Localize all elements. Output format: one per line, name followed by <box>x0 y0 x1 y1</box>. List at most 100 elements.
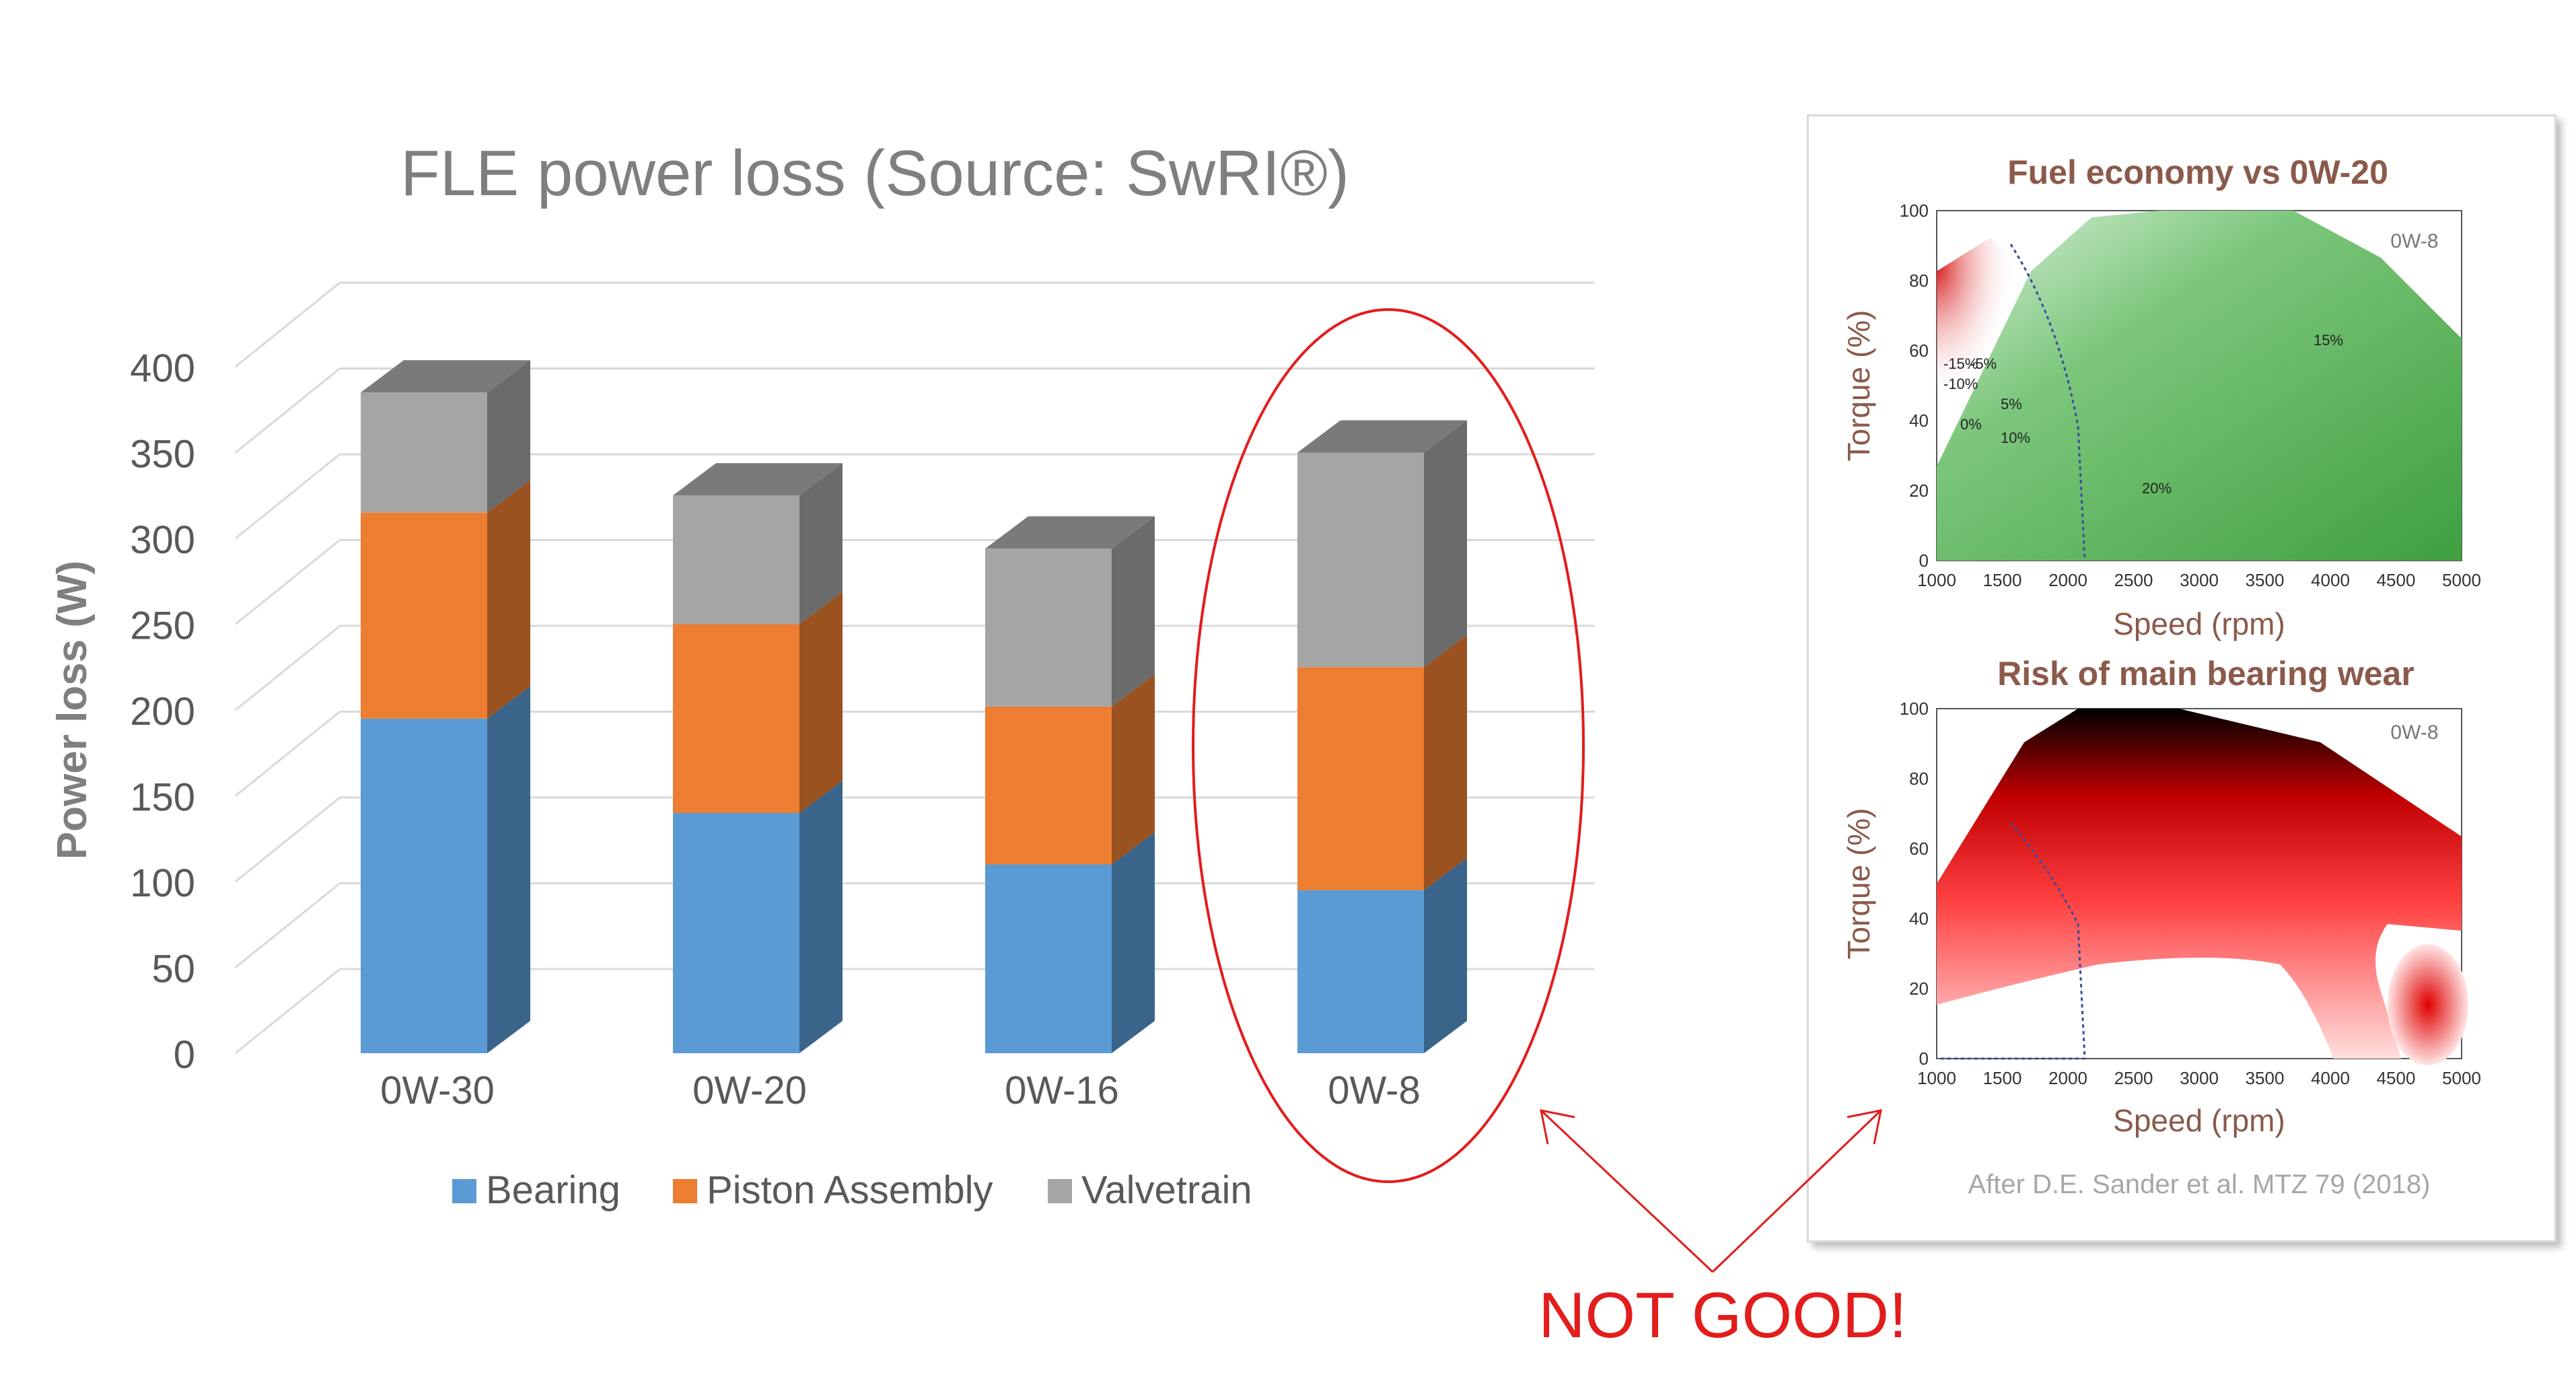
chart-title: FLE power loss (Source: SwRI®) <box>400 137 1349 209</box>
heat-y-tick: 80 <box>1909 271 1929 291</box>
legend-swatch <box>1048 1179 1072 1203</box>
gridline-diagonal <box>235 625 341 711</box>
bar-segment <box>1297 452 1424 668</box>
gridline-diagonal <box>235 281 341 368</box>
bar-segment-side <box>799 781 843 1053</box>
wear-red-spot <box>2388 944 2468 1065</box>
fuel-y-ticks: 0 20 40 60 80 100 <box>1900 201 1929 571</box>
x-tick-label: 0W-8 <box>1328 1069 1421 1112</box>
gridline-diagonal <box>235 539 341 625</box>
bar-top-face <box>1297 420 1467 453</box>
contour-label: -15% <box>1943 355 1978 372</box>
y-tick-label: 100 <box>130 861 195 905</box>
legend-swatch <box>673 1179 697 1203</box>
fuel-economy-title: Fuel economy vs 0W-20 <box>2007 153 2388 191</box>
legend-label: Valvetrain <box>1081 1168 1252 1212</box>
heat-x-tick: 3500 <box>2246 1068 2285 1088</box>
bearing-wear-plot: 0W-8 <box>1936 708 2468 1065</box>
bar-segment <box>985 548 1112 707</box>
wear-red-band <box>1937 709 2462 1059</box>
legend: Bearing Piston Assembly Valvetrain <box>452 1168 1252 1212</box>
heat-x-tick: 1000 <box>1917 1068 1956 1088</box>
heat-x-tick: 4500 <box>2377 1068 2416 1088</box>
y-tick-label: 400 <box>130 347 195 390</box>
bar-segment-side <box>487 360 530 513</box>
heat-x-tick: 5000 <box>2442 570 2481 590</box>
x-tick-label: 0W-16 <box>1005 1069 1119 1112</box>
bar-segment-side <box>1424 420 1467 668</box>
y-tick-label: 350 <box>130 433 195 476</box>
y-tick-label: 300 <box>130 518 195 562</box>
x-tick-label: 0W-30 <box>380 1069 495 1112</box>
heat-y-tick: 20 <box>1909 481 1929 501</box>
contour-label: 15% <box>2314 332 2343 349</box>
bar-segment <box>673 813 799 1053</box>
bar-segment <box>673 624 799 813</box>
legend-label: Bearing <box>486 1168 620 1212</box>
legend-swatch <box>452 1179 476 1203</box>
gridline-diagonal <box>235 367 341 454</box>
x-tick-label: 0W-20 <box>692 1069 807 1112</box>
bar-top-face <box>985 516 1155 549</box>
heat-y-tick: 0 <box>1919 550 1929 571</box>
y-axis-title: Power loss (W) <box>49 561 96 859</box>
bar-segment-side <box>487 480 530 719</box>
legend-label: Piston Assembly <box>707 1168 993 1212</box>
heat-y-tick: 0 <box>1919 1048 1929 1069</box>
heat-y-tick: 40 <box>1909 909 1929 929</box>
contour-label: 0% <box>1960 416 1982 433</box>
heat-y-tick: 60 <box>1909 839 1929 859</box>
bar-segment <box>361 512 487 719</box>
bar-segment <box>1297 890 1424 1053</box>
heat-x-tick: 1000 <box>1917 570 1956 590</box>
bar-segment-side <box>1112 674 1155 865</box>
power-loss-chart: FLE power loss (Source: SwRI®) 0 50 100 150… <box>49 137 1595 1212</box>
wear-dotted-line <box>1940 822 2086 1060</box>
heat-x-tick: 3500 <box>2246 570 2285 590</box>
heat-x-tick: 1500 <box>1983 1068 2022 1088</box>
wear-x-ticks: 1000 1500 2000 2500 3000 3500 4000 4500 5000 <box>1917 1068 2481 1088</box>
wear-x-axis-title: Speed (rpm) <box>2113 1103 2285 1138</box>
heat-x-tick: 3000 <box>2180 1068 2219 1088</box>
gridline-diagonal <box>235 711 341 797</box>
x-tick-labels: 0W-30 0W-20 0W-16 0W-8 <box>380 1069 1421 1112</box>
fuel-red-region <box>1937 238 2024 386</box>
bar-segment-side <box>1424 635 1467 890</box>
heat-x-tick: 2500 <box>2114 570 2153 590</box>
bar-top-face <box>361 360 530 393</box>
bar-segment-side <box>799 463 843 625</box>
fuel-dotted-line <box>2009 244 2086 561</box>
figure-panel: Fuel economy vs 0W-20 -15% -5% -10% 0% 5… <box>1807 114 2556 1242</box>
heat-x-tick: 2500 <box>2114 1068 2153 1088</box>
heat-x-tick: 2000 <box>2048 570 2087 590</box>
y-tick-label: 250 <box>130 604 195 648</box>
heat-x-tick: 4000 <box>2311 570 2350 590</box>
contour-label: 20% <box>2142 480 2172 497</box>
bar-segment <box>985 706 1112 865</box>
gridline-diagonal <box>235 453 341 540</box>
bar-segment <box>673 495 799 625</box>
contour-label: -5% <box>1970 355 1997 372</box>
heat-x-tick: 1500 <box>1983 570 2022 590</box>
bar-top-face <box>673 463 843 496</box>
not-good-callout: NOT GOOD! <box>1538 1279 1907 1351</box>
bar-segment-side <box>487 686 530 1053</box>
bar-segment-side <box>1112 516 1155 707</box>
heat-x-tick: 4000 <box>2311 1068 2350 1088</box>
gridline-diagonal <box>235 882 341 968</box>
fuel-variant-label: 0W-8 <box>2390 230 2438 252</box>
heat-y-tick: 100 <box>1900 699 1929 719</box>
contour-label: 10% <box>2001 429 2030 446</box>
heat-y-tick: 40 <box>1909 411 1929 431</box>
bar-segment <box>361 718 487 1053</box>
fuel-x-axis-title: Speed (rpm) <box>2113 606 2285 641</box>
y-tick-label: 50 <box>151 948 195 991</box>
fuel-y-axis-title: Torque (%) <box>1841 310 1876 462</box>
fuel-green-region <box>1937 211 2462 561</box>
gridline-diagonal <box>235 796 341 883</box>
heat-y-tick: 60 <box>1909 341 1929 361</box>
fuel-economy-plot: -15% -5% -10% 0% 5% 10% 15% 20% 0W-8 <box>1936 210 2462 561</box>
heat-y-tick: 80 <box>1909 769 1929 789</box>
fuel-x-ticks: 1000 1500 2000 2500 3000 3500 4000 4500 5000 <box>1917 570 2481 590</box>
